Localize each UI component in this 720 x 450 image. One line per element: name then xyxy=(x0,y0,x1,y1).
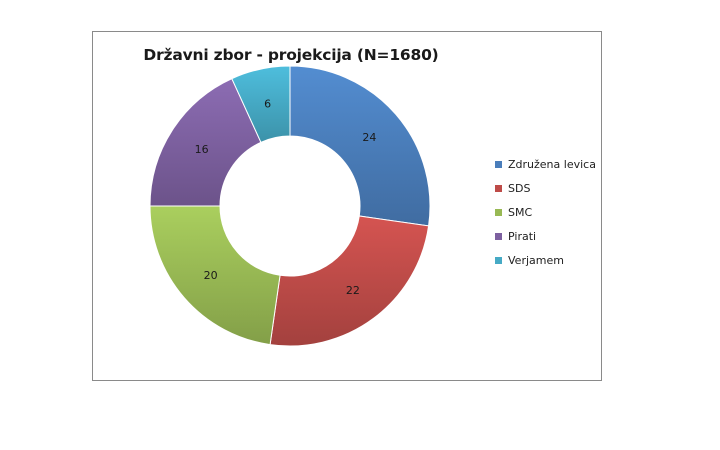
legend-swatch xyxy=(495,160,502,168)
donut-chart: 24 22 20 16 6 xyxy=(149,65,431,347)
slice-pirati xyxy=(149,77,262,207)
legend-item-zdruzena-levica: Združena levica xyxy=(495,152,599,176)
slice-labels-group: 24 22 20 16 6 xyxy=(195,97,377,297)
legend-item-sds: SDS xyxy=(495,176,599,200)
legend-item-verjamem: Verjamem xyxy=(495,248,599,272)
data-label-pirati: 16 xyxy=(195,143,209,156)
chart-frame: 24 22 20 16 6 Državni zbor - projekcija (N=1… xyxy=(92,31,602,381)
slices-group xyxy=(149,65,431,347)
chart-title: Državni zbor - projekcija (N=1680) xyxy=(143,46,439,64)
data-label-verjamem: 6 xyxy=(264,97,271,110)
chart-legend: Združena levica SDS SMC Pirati Verjamem xyxy=(495,152,599,272)
legend-label: Verjamem xyxy=(508,253,564,267)
legend-label: Združena levica xyxy=(508,157,596,171)
slice-smc xyxy=(149,205,281,346)
data-label-sds: 22 xyxy=(346,284,360,297)
legend-label: SDS xyxy=(508,181,531,195)
legend-swatch xyxy=(495,232,502,240)
legend-item-pirati: Pirati xyxy=(495,224,599,248)
legend-swatch xyxy=(495,256,502,264)
legend-item-smc: SMC xyxy=(495,200,599,224)
legend-swatch xyxy=(495,208,502,216)
slice-zdruzena-levica xyxy=(289,65,431,227)
data-label-zdruzena-levica: 24 xyxy=(362,131,376,144)
legend-label: SMC xyxy=(508,205,533,219)
legend-label: Pirati xyxy=(508,229,537,243)
data-label-smc: 20 xyxy=(204,269,218,282)
slice-sds xyxy=(269,215,430,347)
legend-swatch xyxy=(495,184,502,192)
slice-verjamem xyxy=(231,65,291,143)
